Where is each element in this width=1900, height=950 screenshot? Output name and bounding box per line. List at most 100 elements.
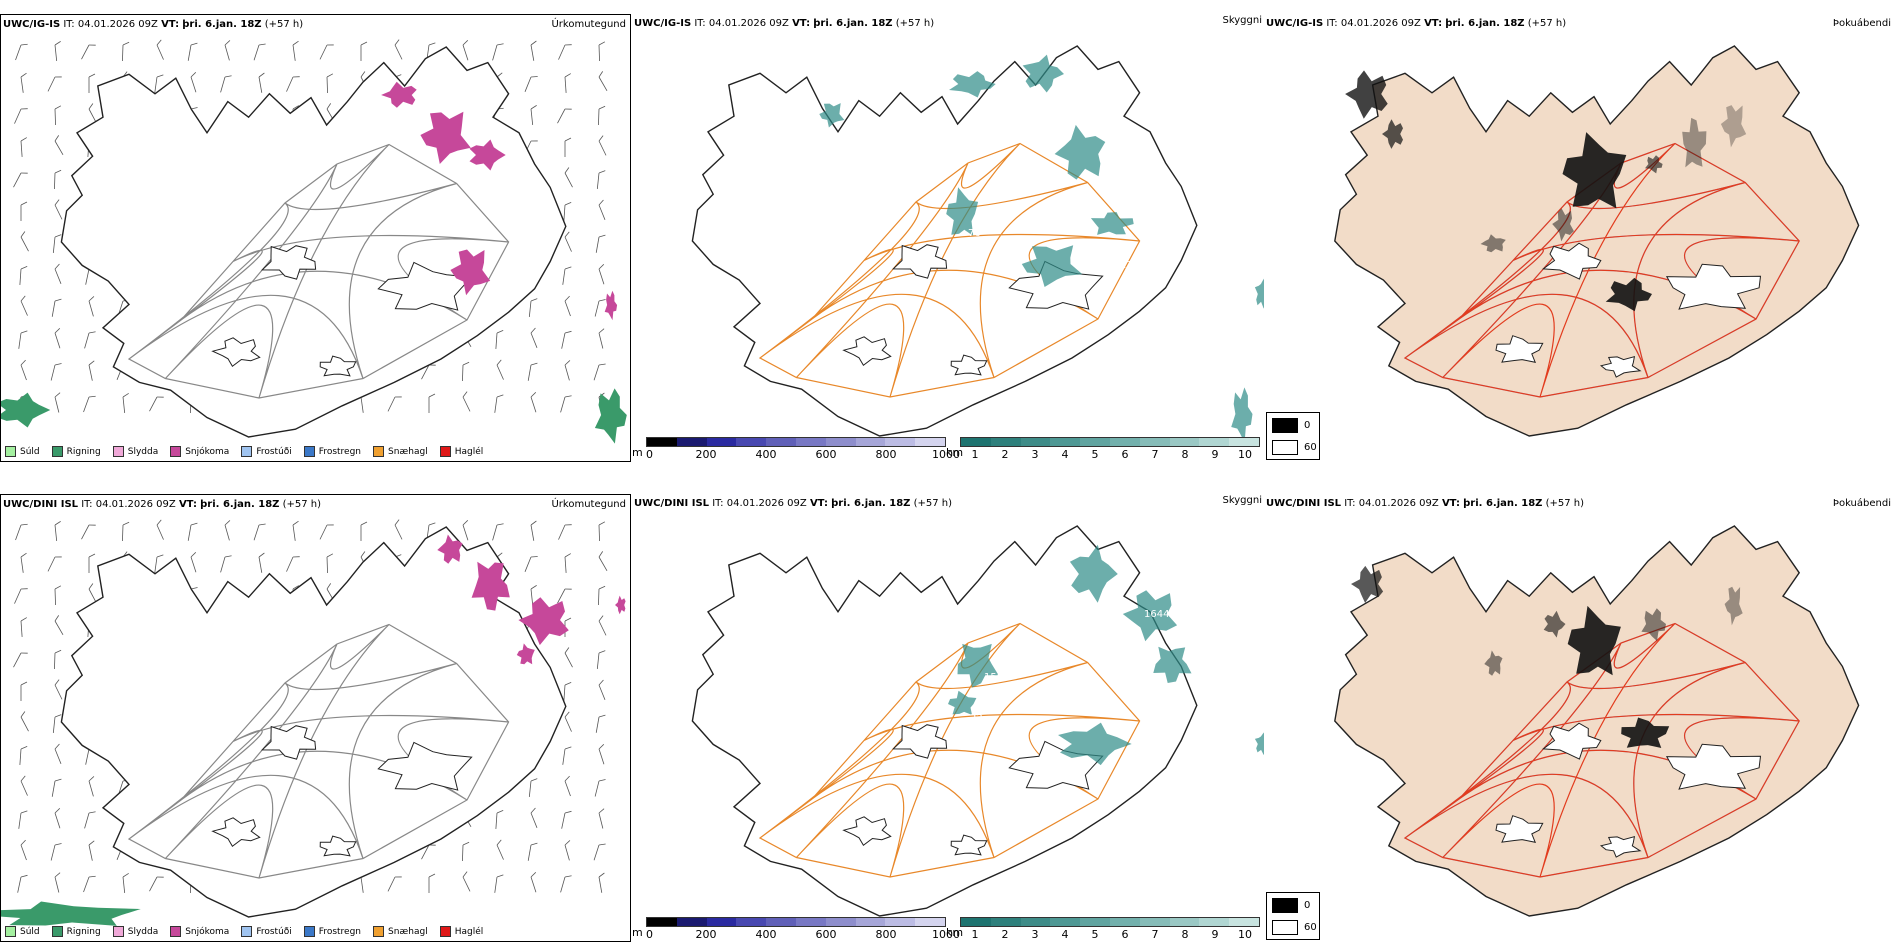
wind-barb <box>598 71 608 92</box>
wind-barb <box>14 588 28 604</box>
wind-barb <box>187 42 198 61</box>
fog-area <box>1480 234 1506 253</box>
iceland-coastline <box>1334 525 1860 917</box>
colorbar-unit: km <box>946 446 964 459</box>
wind-barb <box>593 843 606 861</box>
colorbar-tick-label: 600 <box>815 928 837 941</box>
colorbar-tick-label: 7 <box>1151 448 1159 461</box>
cloud-base-label: 50 <box>1040 122 1053 133</box>
colorbar-segment <box>1080 918 1110 926</box>
wind-barb <box>47 556 62 572</box>
colorbar-tick-label: 1000 <box>932 448 960 461</box>
wind-barb <box>84 331 96 349</box>
legend-label: Súld <box>20 446 40 457</box>
wind-barb <box>20 359 27 381</box>
colorbar-segment <box>676 918 707 926</box>
visibility-panel-bottom: 1644 400 150 47.8 22 UWC/DINI ISL IT: 04.01.… <box>632 494 1264 942</box>
wind-barb <box>564 295 571 317</box>
iceland-coastline <box>60 526 567 918</box>
legend-item: Snæhagl <box>373 446 428 457</box>
wind-barb <box>190 72 197 93</box>
colorbar-tick-label: 600 <box>815 448 837 461</box>
fog-area <box>1562 132 1627 209</box>
wind-barb <box>88 840 95 861</box>
colorbar-tick-label: 2 <box>1001 448 1009 461</box>
wind-barb <box>220 75 232 93</box>
iceland-coastline <box>691 525 1198 917</box>
wind-barb <box>564 553 571 573</box>
wind-barb <box>557 108 572 124</box>
glacier-outline <box>377 261 473 311</box>
glacier-outline <box>319 355 357 377</box>
wind-barb <box>258 72 265 93</box>
colorbar-segment <box>1199 438 1230 446</box>
wind-barb <box>156 39 164 60</box>
legend-label: Slydda <box>127 926 159 937</box>
colorbar-segment <box>736 438 767 446</box>
legend-label: Haglél <box>454 446 484 457</box>
wind-barb <box>13 652 28 668</box>
colorbar-segment <box>1050 918 1081 926</box>
wind-barb <box>492 43 504 61</box>
iceland-coastline <box>1334 45 1860 437</box>
legend-item: Snjókoma <box>170 446 229 457</box>
colorbar-segment <box>855 918 886 926</box>
fog-key-label: 60 <box>1304 922 1317 933</box>
wind-barb <box>387 876 402 892</box>
cloud-base-label: 60 <box>988 220 1001 231</box>
snow-area <box>471 561 510 611</box>
colorbar-tick-label: 2 <box>1001 928 1009 941</box>
low-visibility-area <box>1122 590 1178 642</box>
legend-label: Snæhagl <box>388 926 428 937</box>
legend-item: Slydda <box>112 446 158 457</box>
legend-swatch <box>112 446 124 457</box>
colorbar-tick-label: 1000 <box>932 928 960 941</box>
wind-barb <box>598 41 606 62</box>
legend-item: Rigning <box>51 446 101 457</box>
legend-label: Snæhagl <box>388 446 428 457</box>
colorbar-segment <box>706 438 737 446</box>
legend-swatch <box>241 446 253 457</box>
glacier-outline <box>1599 356 1642 378</box>
glacier-outline <box>1541 242 1602 280</box>
wind-barb <box>54 521 61 541</box>
legend-item: Slydda <box>112 926 159 937</box>
visibility-map-top: 50 50 142 391 76 60 134 <box>691 45 1264 443</box>
visibility-colorbar: km 1 2 3 4 5 6 7 8 9 10 <box>946 437 1260 461</box>
wind-barb <box>18 330 28 349</box>
wind-barb <box>319 524 334 540</box>
colorbar-segment <box>706 918 737 926</box>
colorbar-tick-label: 200 <box>695 928 717 941</box>
colorbar-tick-label: 3 <box>1031 928 1039 941</box>
wind-barb <box>530 872 537 893</box>
precip-panel-top: UWC/IG-IS IT: 04.01.2026 09Z VT: þri. 6.… <box>0 14 631 462</box>
wind-barb <box>20 295 28 316</box>
wind-barb <box>524 556 538 572</box>
colorbar-segment <box>1139 918 1170 926</box>
model-header: UWC/DINI ISL IT: 04.01.2026 09Z VT: þri.… <box>634 498 953 509</box>
legend-item: Frostregn <box>303 446 361 457</box>
wind-barb <box>258 552 265 573</box>
snow-area <box>420 111 471 164</box>
fog-key-swatch <box>1272 418 1298 433</box>
fog-key-row: 60 <box>1272 920 1317 935</box>
cloud-base-label: 22 <box>970 713 983 724</box>
fog-area <box>1720 105 1747 148</box>
colorbar-tick-label: 4 <box>1061 448 1069 461</box>
wind-barb <box>527 842 538 861</box>
wind-barb <box>595 714 606 733</box>
wind-barb <box>88 296 95 317</box>
precip-map-bottom <box>1 519 626 926</box>
wind-barb <box>50 363 62 381</box>
wind-barb <box>595 234 606 253</box>
wind-barb <box>292 520 299 541</box>
wind-barb <box>530 392 537 413</box>
wind-barb <box>562 746 572 765</box>
wind-barb <box>54 585 62 606</box>
fog-area <box>1605 277 1652 312</box>
wind-barb <box>394 519 403 540</box>
wind-barb <box>13 172 28 188</box>
wind-barb <box>83 875 96 893</box>
glacier-outline <box>211 337 261 368</box>
wind-barb <box>54 263 62 284</box>
